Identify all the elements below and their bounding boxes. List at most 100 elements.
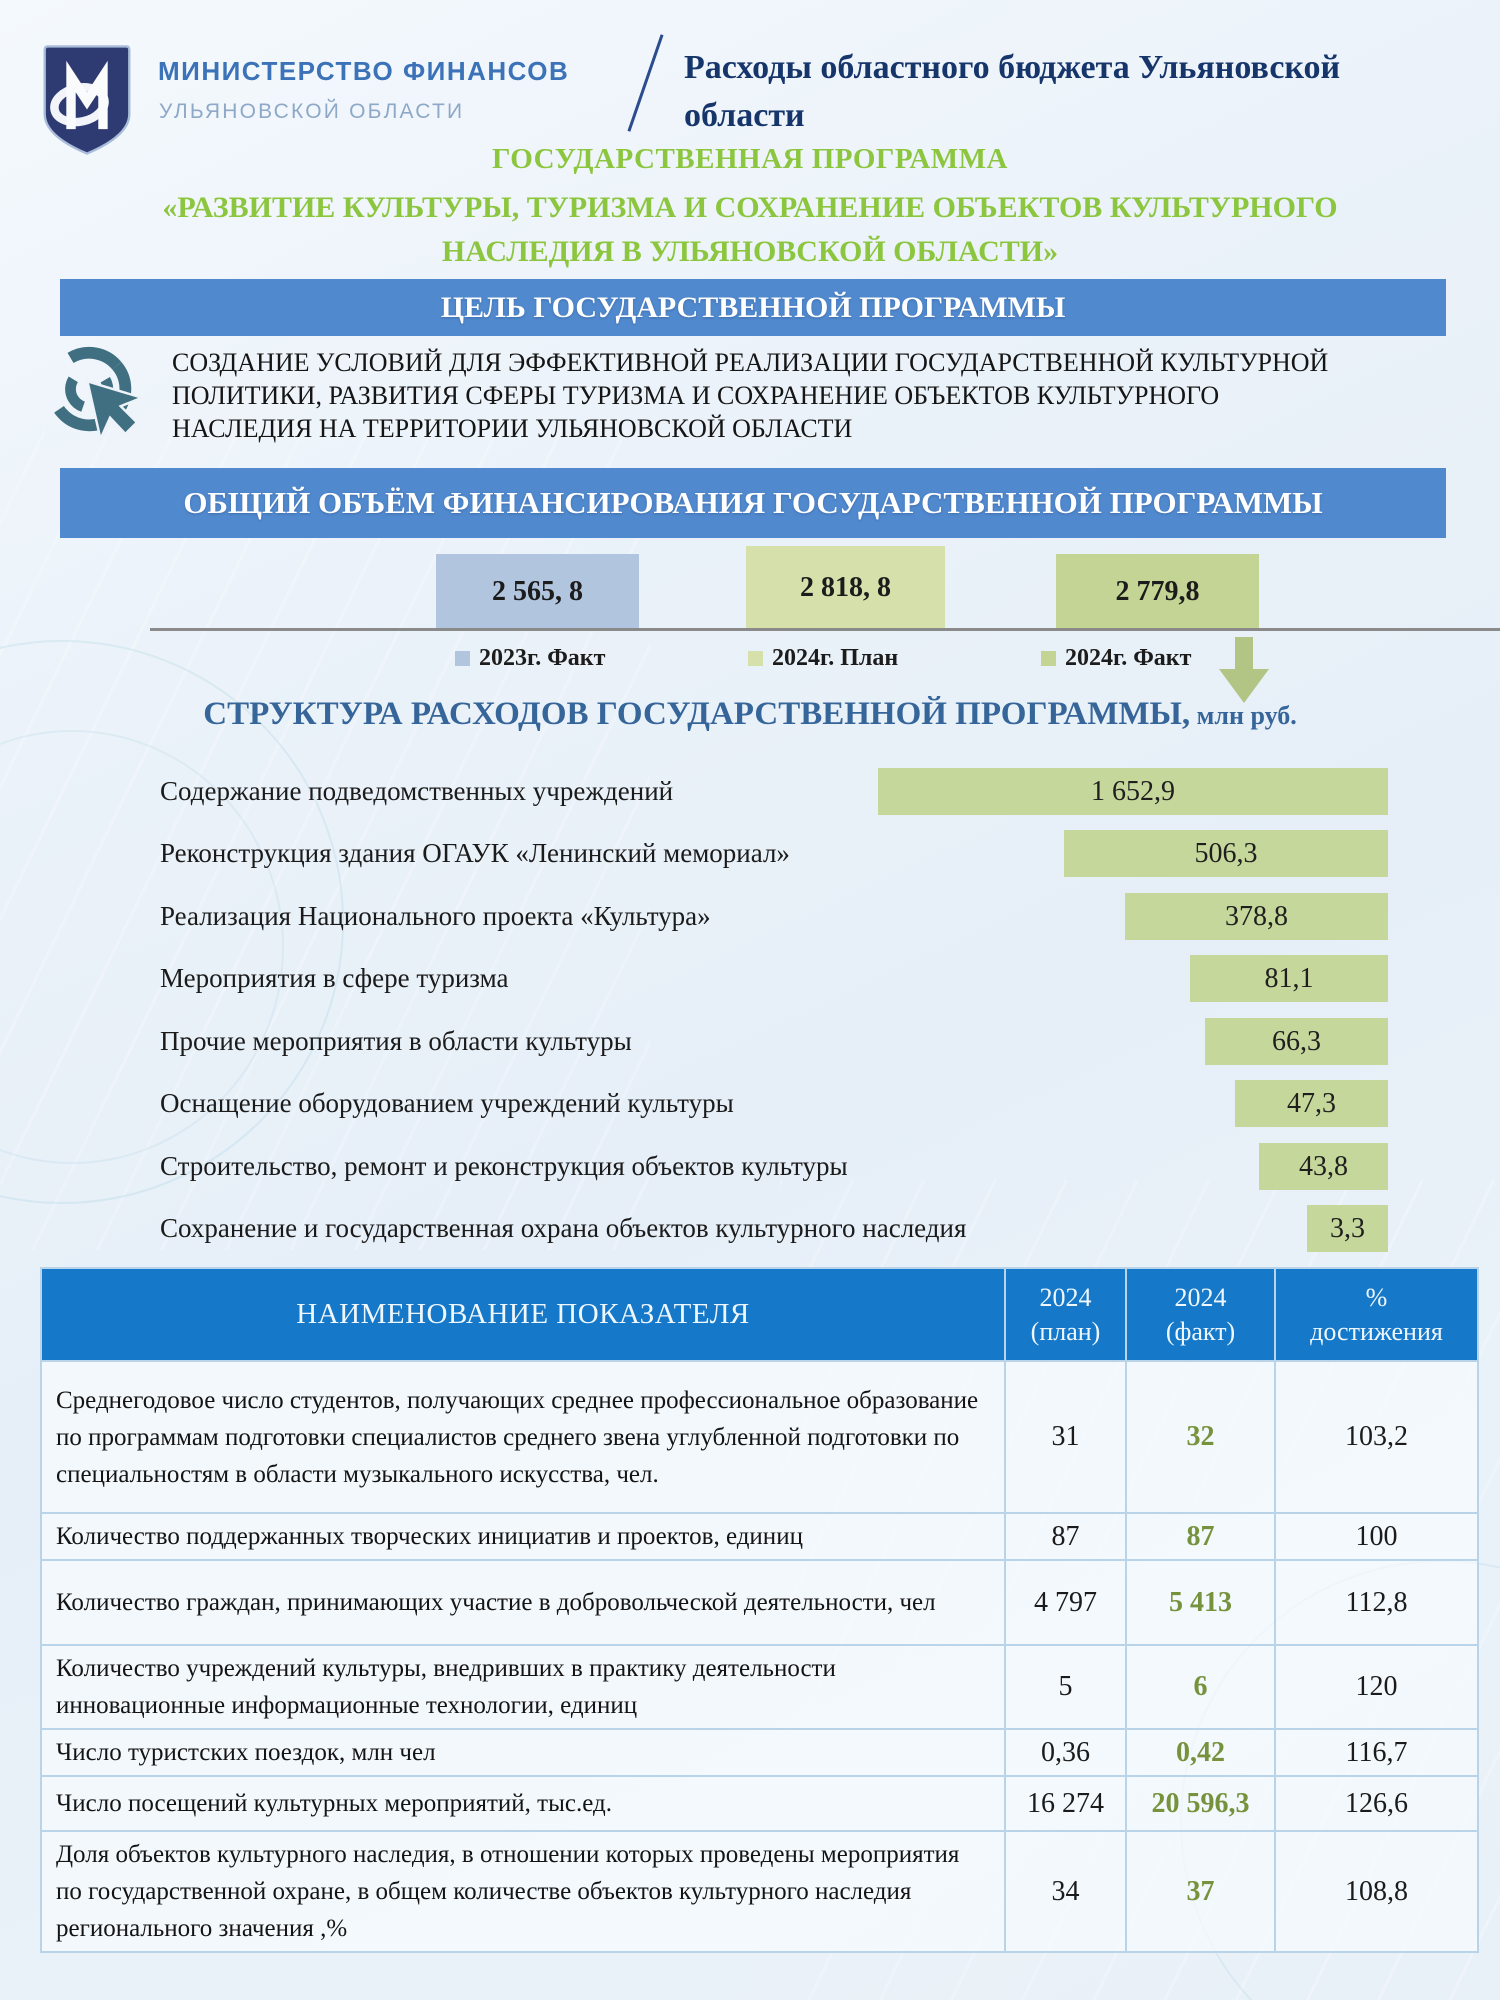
indicator-name: Количество граждан, принимающих участие …	[40, 1559, 1006, 1646]
table-row: Количество учреждений культуры, внедривш…	[40, 1644, 1479, 1730]
structure-title-unit: млн руб.	[1190, 701, 1297, 730]
column-header-plan-sub: (план)	[1030, 1316, 1101, 1346]
goal-text: СОЗДАНИЕ УСЛОВИЙ ДЛЯ ЭФФЕКТИВНОЙ РЕАЛИЗА…	[172, 346, 1442, 445]
structure-bar-value: 66,3	[1272, 1025, 1321, 1057]
indicator-plan: 0,36	[1004, 1728, 1127, 1777]
indicator-name: Число посещений культурных мероприятий, …	[40, 1775, 1006, 1832]
indicator-fact: 37	[1125, 1830, 1276, 1953]
table-row: Количество поддержанных творческих иници…	[40, 1512, 1479, 1561]
goal-text-line2: ПОЛИТИКИ, РАЗВИТИЯ СФЕРЫ ТУРИЗМА И СОХРА…	[172, 381, 1220, 410]
indicator-plan: 16 274	[1004, 1775, 1127, 1832]
funding-bar-2024-fact: 2 779,8	[1056, 554, 1259, 630]
legend-label: 2024г. Факт	[1065, 644, 1192, 671]
structure-category-label: Реконструкция здания ОГАУК «Ленинский ме…	[160, 837, 790, 868]
structure-category-label: Содержание подведомственных учреждений	[160, 775, 674, 806]
structure-bar-value: 43,8	[1299, 1150, 1348, 1182]
table-row: Количество граждан, принимающих участие …	[40, 1559, 1479, 1646]
structure-bar-value: 378,8	[1225, 900, 1288, 932]
structure-bar: 47,3	[1235, 1080, 1388, 1127]
structure-category-label: Мероприятия в сфере туризма	[160, 962, 509, 993]
structure-row: Реконструкция здания ОГАУК «Ленинский ме…	[160, 822, 1388, 884]
structure-category-label: Строительство, ремонт и реконструкция об…	[160, 1150, 848, 1181]
structure-bar: 3,3	[1307, 1205, 1388, 1252]
structure-row: Прочие мероприятия в области культуры 66…	[160, 1010, 1388, 1072]
structure-category-label: Прочие мероприятия в области культуры	[160, 1025, 632, 1056]
indicator-percent: 100	[1274, 1512, 1479, 1561]
column-header-percent: % достижения	[1274, 1267, 1479, 1362]
column-header-percent-sign: %	[1365, 1282, 1388, 1312]
column-header-fact-year: 2024	[1174, 1282, 1227, 1312]
indicator-percent: 120	[1274, 1644, 1479, 1730]
indicator-fact: 20 596,3	[1125, 1775, 1276, 1832]
structure-bar: 81,1	[1190, 955, 1388, 1002]
indicator-name: Доля объектов культурного наследия, в от…	[40, 1830, 1006, 1953]
indicator-plan: 5	[1004, 1644, 1127, 1730]
page-title-line2: области	[684, 97, 805, 134]
structure-category-label: Сохранение и государственная охрана объе…	[160, 1212, 967, 1243]
structure-row: Содержание подведомственных учреждений 1…	[160, 760, 1388, 822]
program-subtitle-line1: «РАЗВИТИЕ КУЛЬТУРЫ, ТУРИЗМА И СОХРАНЕНИЕ…	[162, 191, 1338, 224]
funding-bar-2024-plan: 2 818, 8	[746, 546, 945, 630]
indicator-fact: 0,42	[1125, 1728, 1276, 1777]
structure-bar: 43,8	[1259, 1143, 1388, 1190]
structure-bar: 506,3	[1064, 830, 1388, 877]
legend-label: 2024г. План	[772, 644, 899, 671]
legend-marker-icon	[455, 650, 470, 666]
structure-row: Сохранение и государственная охрана объе…	[160, 1197, 1388, 1259]
indicator-percent: 112,8	[1274, 1559, 1479, 1646]
indicator-fact: 87	[1125, 1512, 1276, 1561]
goal-text-line1: СОЗДАНИЕ УСЛОВИЙ ДЛЯ ЭФФЕКТИВНОЙ РЕАЛИЗА…	[172, 348, 1329, 377]
structure-title: СТРУКТУРА РАСХОДОВ ГОСУДАРСТВЕННОЙ ПРОГР…	[0, 696, 1500, 733]
structure-category-label: Реализация Национального проекта «Культу…	[160, 900, 711, 931]
page-title: Расходы областного бюджета Ульяновской о…	[684, 44, 1464, 140]
structure-bar: 66,3	[1205, 1018, 1388, 1065]
legend-item-2024-plan: 2024г. План	[748, 644, 899, 671]
structure-bar-value: 1 652,9	[1091, 775, 1175, 807]
structure-row: Реализация Национального проекта «Культу…	[160, 885, 1388, 947]
indicator-name: Количество поддержанных творческих иници…	[40, 1512, 1006, 1561]
program-subtitle: «РАЗВИТИЕ КУЛЬТУРЫ, ТУРИЗМА И СОХРАНЕНИЕ…	[0, 186, 1500, 274]
structure-row: Мероприятия в сфере туризма 81,1	[160, 947, 1388, 1009]
structure-bar: 1 652,9	[878, 768, 1388, 815]
legend-item-2024-fact: 2024г. Факт	[1041, 644, 1192, 671]
structure-bar-value: 506,3	[1194, 837, 1258, 869]
legend-marker-icon	[748, 650, 763, 666]
ministry-logo-shield-icon	[43, 45, 131, 155]
structure-bar: 378,8	[1125, 893, 1388, 940]
arrow-down-icon	[1219, 637, 1269, 703]
indicator-name: Число туристских поездок, млн чел	[40, 1728, 1006, 1777]
indicator-percent: 116,7	[1274, 1728, 1479, 1777]
table-row: Доля объектов культурного наследия, в от…	[40, 1830, 1479, 1953]
column-header-fact-sub: (факт)	[1165, 1316, 1236, 1346]
structure-bar-value: 81,1	[1264, 962, 1314, 994]
program-subtitle-line2: НАСЛЕДИЯ В УЛЬЯНОВСКОЙ ОБЛАСТИ»	[441, 235, 1059, 268]
legend-item-2023-fact: 2023г. Факт	[455, 645, 605, 671]
column-header-fact: 2024 (факт)	[1125, 1267, 1276, 1362]
chart-baseline	[150, 628, 1500, 631]
structure-title-text: СТРУКТУРА РАСХОДОВ ГОСУДАРСТВЕННОЙ ПРОГР…	[203, 696, 1191, 732]
table-header-row: НАИМЕНОВАНИЕ ПОКАЗАТЕЛЯ 2024 (план) 2024…	[40, 1267, 1479, 1362]
indicator-fact: 32	[1125, 1360, 1276, 1514]
goal-banner: ЦЕЛЬ ГОСУДАРСТВЕННОЙ ПРОГРАММЫ	[60, 279, 1446, 336]
funding-banner: ОБЩИЙ ОБЪЁМ ФИНАНСИРОВАНИЯ ГОСУДАРСТВЕНН…	[60, 468, 1446, 538]
structure-bar-value: 47,3	[1287, 1087, 1336, 1119]
funding-bar-2023-fact: 2 565, 8	[436, 554, 639, 630]
table-row: Число посещений культурных мероприятий, …	[40, 1775, 1479, 1832]
structure-row: Оснащение оборудованием учреждений культ…	[160, 1072, 1388, 1134]
click-target-icon	[46, 346, 144, 441]
indicator-fact: 5 413	[1125, 1559, 1276, 1646]
indicator-percent: 103,2	[1274, 1360, 1479, 1514]
indicator-name: Количество учреждений культуры, внедривш…	[40, 1644, 1006, 1730]
table-row: Среднегодовое число студентов, получающи…	[40, 1360, 1479, 1514]
ministry-name: МИНИСТЕРСТВО ФИНАНСОВ	[158, 56, 570, 86]
structure-bar-value: 3,3	[1330, 1212, 1365, 1244]
column-header-plan: 2024 (план)	[1004, 1267, 1127, 1362]
program-title: ГОСУДАРСТВЕННАЯ ПРОГРАММА	[492, 143, 1008, 175]
indicators-table: НАИМЕНОВАНИЕ ПОКАЗАТЕЛЯ 2024 (план) 2024…	[40, 1267, 1479, 1953]
indicator-fact: 6	[1125, 1644, 1276, 1730]
legend-marker-icon	[1041, 650, 1056, 666]
indicator-percent: 108,8	[1274, 1830, 1479, 1953]
header-divider-slash	[627, 34, 664, 132]
structure-category-label: Оснащение оборудованием учреждений культ…	[160, 1087, 734, 1118]
